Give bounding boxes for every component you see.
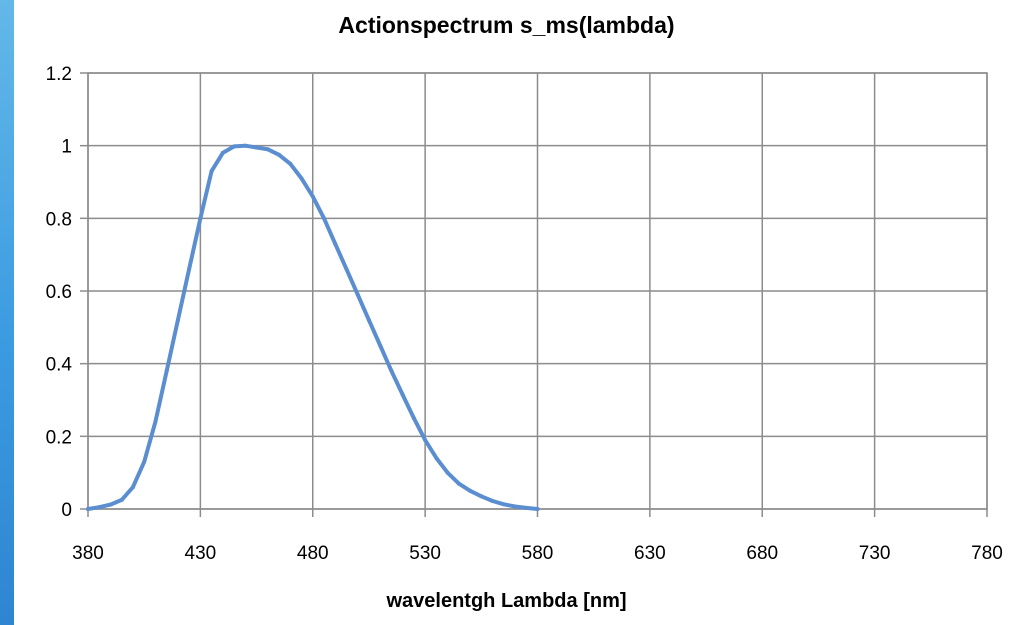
x-tick-label: 680 xyxy=(746,543,778,564)
data-point xyxy=(265,147,270,152)
data-point xyxy=(119,497,124,502)
x-tick-label: 480 xyxy=(297,543,329,564)
x-tick-label: 730 xyxy=(859,543,891,564)
x-tick-label: 630 xyxy=(634,543,666,564)
data-point xyxy=(108,502,113,507)
data-point xyxy=(389,368,394,373)
data-point xyxy=(423,438,428,442)
data-point xyxy=(378,343,383,348)
data-point xyxy=(277,152,281,157)
data-point xyxy=(142,459,147,464)
data-point xyxy=(164,368,169,373)
chart-title: Actionspectrum s_ms(lambda) xyxy=(338,12,675,38)
data-point xyxy=(535,507,540,511)
data-point xyxy=(187,267,192,272)
data-point xyxy=(366,318,371,323)
data-point xyxy=(232,144,237,149)
x-axis-title: wavelentgh Lambda [nm] xyxy=(386,590,627,612)
data-point xyxy=(322,216,326,221)
y-tick-label: 0.4 xyxy=(46,355,73,376)
y-tick-label: 1.2 xyxy=(46,64,72,85)
data-point xyxy=(513,504,517,509)
y-tick-label: 0 xyxy=(61,500,72,521)
x-tick-label: 530 xyxy=(409,543,441,564)
data-point xyxy=(310,194,315,199)
y-tick-label: 0.2 xyxy=(46,427,72,448)
data-point xyxy=(355,292,360,297)
data-point xyxy=(288,161,293,166)
x-tick-label: 580 xyxy=(522,543,554,564)
data-point xyxy=(524,505,529,510)
data-point xyxy=(86,507,90,511)
data-point xyxy=(445,470,450,475)
data-point xyxy=(175,318,180,323)
data-point xyxy=(130,485,135,490)
data-point xyxy=(400,392,405,397)
data-point xyxy=(254,145,259,150)
y-tick-label: 0.8 xyxy=(46,209,72,230)
data-point xyxy=(333,241,338,246)
data-point xyxy=(411,416,416,421)
x-tick-label: 780 xyxy=(971,543,1003,564)
data-point xyxy=(97,505,102,510)
data-point xyxy=(153,419,158,424)
data-point xyxy=(209,169,214,174)
data-point xyxy=(344,267,349,272)
y-tick-label: 1 xyxy=(61,137,72,158)
data-point xyxy=(220,150,225,155)
data-point xyxy=(243,143,248,148)
data-point xyxy=(479,494,484,499)
data-point xyxy=(198,216,203,221)
data-point xyxy=(434,456,439,461)
x-tick-label: 380 xyxy=(72,543,104,564)
data-point xyxy=(490,499,495,503)
data-point xyxy=(456,481,461,486)
data-point xyxy=(468,488,473,493)
data-point xyxy=(501,502,506,507)
data-point xyxy=(299,176,304,181)
slide-edge-strip xyxy=(0,0,14,625)
y-tick-label: 0.6 xyxy=(46,282,72,303)
x-tick-label: 430 xyxy=(185,543,217,564)
